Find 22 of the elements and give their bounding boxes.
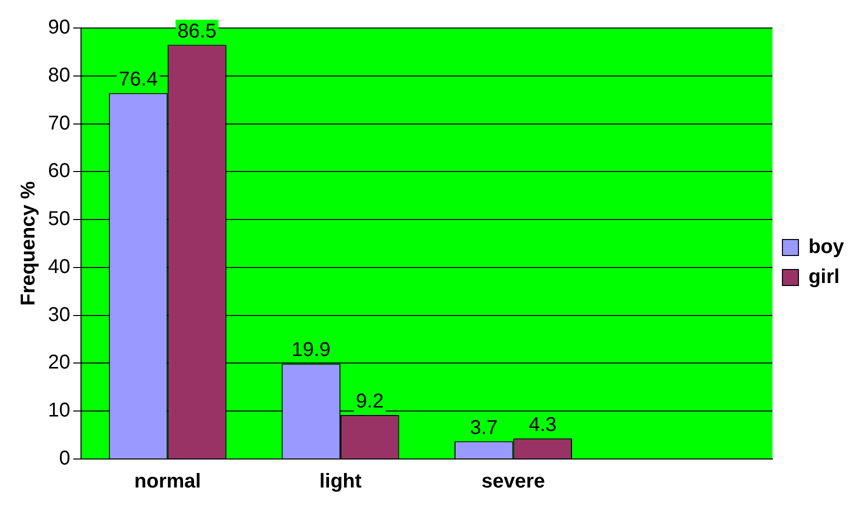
y-tick-label: 50 [48, 208, 70, 230]
y-axis-title: Frequency % [18, 181, 40, 306]
data-label: 19.9 [292, 339, 331, 362]
y-tick-label: 40 [48, 256, 70, 278]
data-label: 4.3 [528, 414, 557, 436]
y-tick-label: 10 [48, 400, 70, 422]
data-label: 3.7 [470, 416, 498, 439]
x-tick-label: light [319, 470, 362, 493]
y-tick-label: 90 [48, 16, 70, 39]
data-label: 76.4 [118, 68, 158, 91]
y-tick-label: 0 [59, 448, 70, 470]
legend-label: girl [808, 266, 840, 288]
x-tick-label: normal [134, 470, 201, 493]
y-tick-label: 20 [48, 352, 70, 374]
y-tick-label: 70 [48, 112, 70, 134]
y-tick-label: 60 [48, 160, 70, 182]
data-label: 86.5 [178, 20, 216, 42]
y-tick-label: 80 [48, 64, 70, 86]
data-label: 9.2 [356, 390, 384, 412]
x-tick-label: severe [482, 470, 545, 493]
y-tick-label: 30 [48, 304, 70, 326]
legend-label: boy [808, 236, 845, 258]
